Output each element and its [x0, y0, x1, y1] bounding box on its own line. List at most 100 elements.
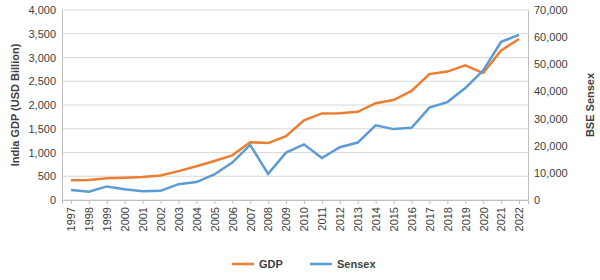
tick-mark [268, 200, 269, 204]
lines [71, 35, 519, 192]
legend-swatch [232, 263, 254, 266]
tick-label: 2006 [227, 207, 239, 231]
tick: 1997 [65, 200, 77, 231]
tick: 1998 [83, 200, 95, 231]
tick-label: 3,000 [28, 52, 56, 64]
tick-label: 2016 [406, 207, 418, 231]
tick-label: 70,000 [534, 4, 568, 16]
grid-line [62, 152, 528, 153]
tick-label: 2011 [316, 207, 328, 231]
tick-mark [501, 200, 502, 204]
x-axis: 1997199819992000200120022003200420052006… [63, 200, 529, 231]
tick-label: 500 [38, 170, 56, 182]
tick-label: 1997 [65, 207, 77, 231]
y2-axis-title: BSE Sensex [584, 72, 596, 137]
tick-mark [71, 200, 72, 204]
tick-label: 2001 [137, 207, 149, 231]
tick: 1,500 [28, 123, 62, 135]
tick-mark [125, 200, 126, 204]
legend-label: Sensex [337, 258, 376, 270]
axis-line [528, 11, 529, 201]
tick: 2000 [119, 200, 131, 231]
tick: 2009 [280, 200, 292, 231]
tick: 2020 [478, 200, 490, 231]
tick-label: 20,000 [534, 140, 568, 152]
tick: 1999 [101, 200, 113, 231]
tick-label: 50,000 [534, 58, 568, 70]
tick-mark [322, 200, 323, 204]
tick-mark [465, 200, 466, 204]
tick-label: 1,000 [28, 147, 56, 159]
legend-label: GDP [259, 258, 283, 270]
tick-label: 1,500 [28, 123, 56, 135]
tick-mark [214, 200, 215, 204]
tick: 2022 [513, 200, 525, 231]
tick-label: 2003 [173, 207, 185, 231]
tick-mark [447, 200, 448, 204]
series-line [71, 35, 519, 192]
tick-label: 4,000 [28, 4, 56, 16]
tick-mark [286, 200, 287, 204]
tick: 0 [528, 194, 540, 206]
tick-label: 2021 [495, 207, 507, 231]
tick: 3,000 [28, 52, 62, 64]
legend-entry: GDP [232, 258, 283, 270]
tick: 2019 [460, 200, 472, 231]
tick-label: 2015 [388, 207, 400, 231]
tick-label: 2010 [298, 207, 310, 231]
tick-label: 1998 [83, 207, 95, 231]
tick-label: 2020 [478, 207, 490, 231]
tick-mark [179, 200, 180, 204]
legend: GDP Sensex [232, 258, 376, 270]
grid [62, 10, 528, 200]
tick: 2007 [245, 200, 257, 231]
tick-label: 2009 [280, 207, 292, 231]
tick-mark [394, 200, 395, 204]
tick-mark [143, 200, 144, 204]
tick-label: 0 [50, 194, 56, 206]
tick-mark [107, 200, 108, 204]
tick-mark [519, 200, 520, 204]
tick: 60,000 [528, 31, 568, 43]
grid-line [62, 10, 528, 11]
grid-line [62, 105, 528, 106]
grid-line [62, 33, 528, 34]
y2-axis: 0 10,000 20,000 30,000 40,000 50,000 60,000 70,… [528, 4, 568, 206]
tick-label: 2019 [460, 207, 472, 231]
tick: 500 [38, 170, 62, 182]
axis-line [62, 11, 63, 201]
tick-label: 2012 [334, 207, 346, 231]
tick-mark [412, 200, 413, 204]
tick: 30,000 [528, 113, 568, 125]
tick-label: 1999 [101, 207, 113, 231]
tick-label: 2008 [262, 207, 274, 231]
tick: 2018 [442, 200, 454, 231]
tick-label: 0 [534, 194, 540, 206]
grid-line [62, 57, 528, 58]
tick: 2011 [316, 200, 328, 231]
tick: 2012 [334, 200, 346, 231]
tick: 3,500 [28, 28, 62, 40]
tick-mark [232, 200, 233, 204]
tick-label: 10,000 [534, 167, 568, 179]
tick-mark [358, 200, 359, 204]
y-axis-title: India GDP (USD Billion) [9, 43, 21, 166]
legend-entry: Sensex [310, 258, 376, 270]
tick-label: 3,500 [28, 28, 56, 40]
tick-label: 2007 [245, 207, 257, 231]
tick: 2015 [388, 200, 400, 231]
tick-mark [376, 200, 377, 204]
tick-label: 60,000 [534, 31, 568, 43]
tick-label: 2014 [370, 207, 382, 231]
tick: 2021 [495, 200, 507, 231]
tick: 2017 [424, 200, 436, 231]
tick: 2008 [262, 200, 274, 231]
tick-label: 2013 [352, 207, 364, 231]
tick-label: 2022 [513, 207, 525, 231]
tick: 2002 [155, 200, 167, 231]
tick: 70,000 [528, 4, 568, 16]
tick-label: 2002 [155, 207, 167, 231]
tick: 4,000 [28, 4, 62, 16]
tick-label: 40,000 [534, 85, 568, 97]
tick-mark [250, 200, 251, 204]
